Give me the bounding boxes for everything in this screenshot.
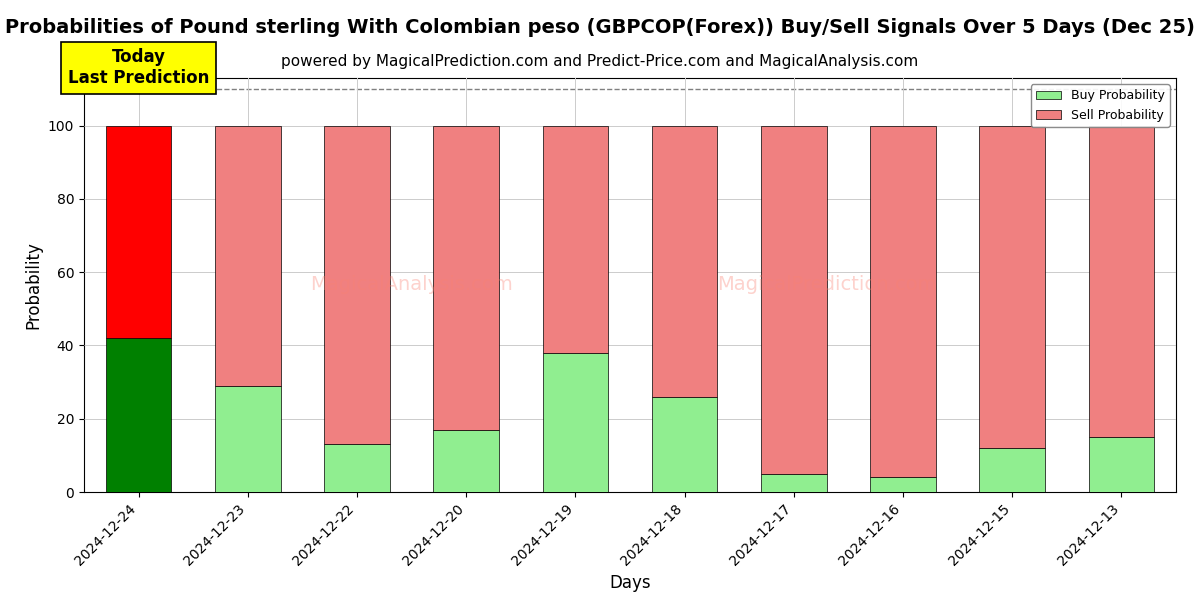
Bar [761, 125, 827, 473]
Legend: Buy Probability, Sell Probability: Buy Probability, Sell Probability [1031, 84, 1170, 127]
Bar [324, 445, 390, 492]
Bar [106, 338, 172, 492]
Bar [542, 125, 608, 353]
Bar [652, 125, 718, 397]
Text: Today
Last Prediction: Today Last Prediction [68, 49, 209, 87]
Bar [870, 125, 936, 478]
Bar [870, 478, 936, 492]
Y-axis label: Probability: Probability [24, 241, 42, 329]
Bar [979, 448, 1045, 492]
X-axis label: Days: Days [610, 574, 650, 592]
Text: MagicalPrediction.com: MagicalPrediction.com [716, 275, 936, 295]
Bar [1088, 125, 1154, 437]
Bar [652, 397, 718, 492]
Bar [215, 386, 281, 492]
Bar [106, 125, 172, 338]
Bar [542, 353, 608, 492]
Bar [433, 430, 499, 492]
Bar [324, 125, 390, 445]
Text: Probabilities of Pound sterling With Colombian peso (GBPCOP(Forex)) Buy/Sell Sig: Probabilities of Pound sterling With Col… [5, 18, 1195, 37]
Bar [1088, 437, 1154, 492]
Text: MagicalAnalysis.com: MagicalAnalysis.com [311, 275, 512, 295]
Bar [979, 125, 1045, 448]
Bar [761, 473, 827, 492]
Bar [433, 125, 499, 430]
Bar [215, 125, 281, 386]
Text: powered by MagicalPrediction.com and Predict-Price.com and MagicalAnalysis.com: powered by MagicalPrediction.com and Pre… [281, 54, 919, 69]
